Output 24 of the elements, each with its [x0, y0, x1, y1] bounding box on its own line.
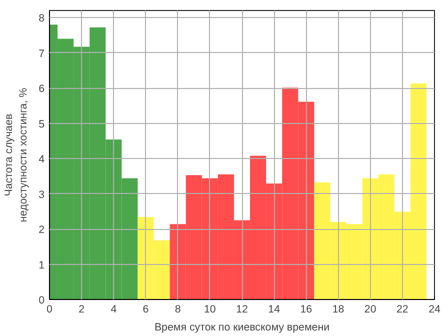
y-tick-label: 8 [38, 12, 45, 25]
y-tick-label: 2 [38, 224, 45, 236]
x-tick-label: 8 [174, 304, 181, 316]
y-tick-label: 5 [38, 118, 45, 130]
x-axis-title: Время суток по киевскому времени [154, 322, 330, 334]
x-tick-label: 16 [300, 304, 312, 316]
x-tick-label: 0 [46, 304, 53, 316]
x-tick-label: 14 [268, 304, 280, 316]
x-tick-label: 24 [428, 304, 440, 316]
y-tick-label: 4 [38, 154, 45, 166]
x-tick-label: 6 [142, 304, 149, 316]
x-tick-label: 20 [364, 304, 376, 316]
y-axis-title: Частота случаев недоступности хостинга, % [3, 87, 30, 222]
y-tick-label: 6 [38, 83, 45, 96]
x-tick-label: 22 [396, 304, 408, 316]
y-tick-label: 0 [38, 294, 45, 306]
x-tick-label: 10 [204, 304, 216, 316]
y-tick-label: 7 [38, 48, 45, 60]
y-tick-label: 1 [38, 259, 45, 272]
y-tick-label: 3 [38, 188, 45, 201]
x-tick-label: 12 [236, 304, 248, 316]
x-tick-label: 4 [110, 304, 117, 316]
x-tick-label: 2 [78, 304, 85, 316]
x-tick-label: 18 [332, 304, 344, 316]
